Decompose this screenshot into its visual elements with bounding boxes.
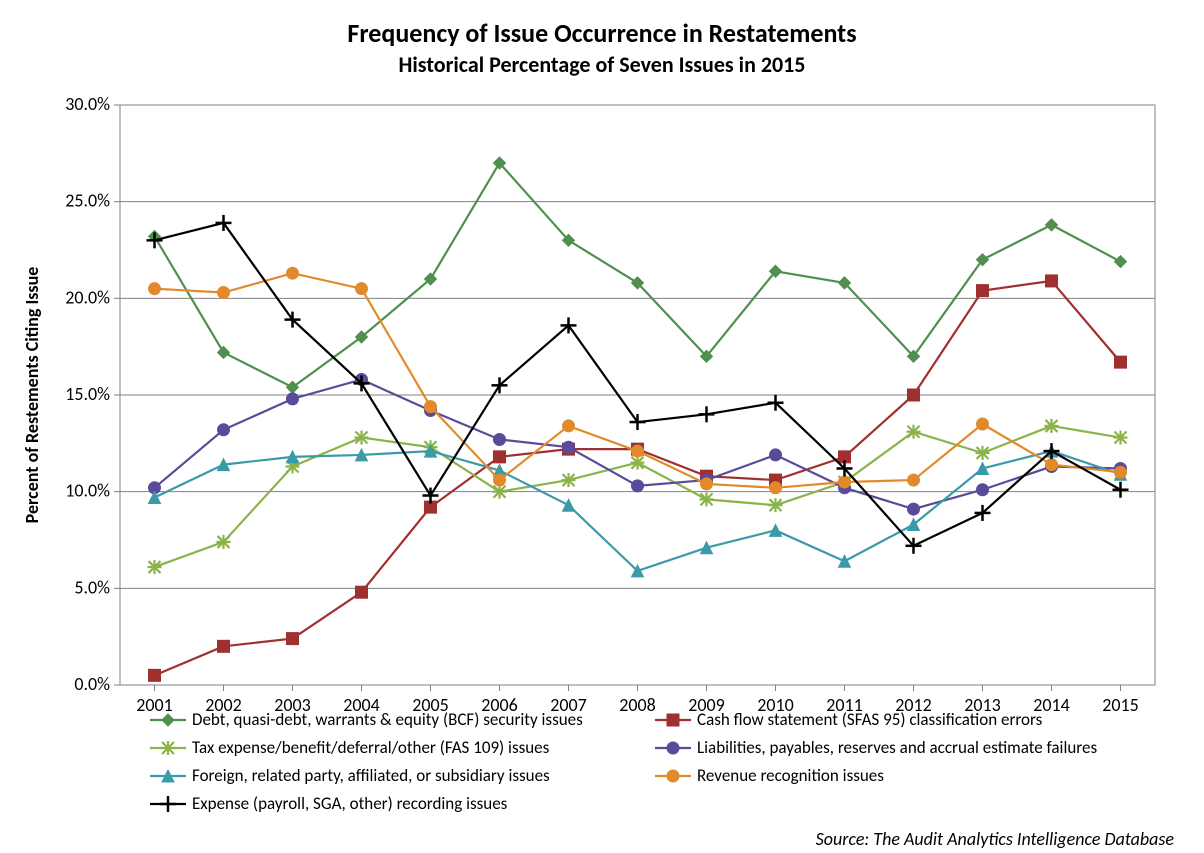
- svg-text:Expense (payroll, SGA, other): Expense (payroll, SGA, other) recording …: [192, 793, 508, 814]
- svg-text:Frequency of Issue Occurrence: Frequency of Issue Occurrence in Restate…: [347, 17, 856, 49]
- svg-text:Source: The Audit Analytics In: Source: The Audit Analytics Intelligence…: [816, 828, 1175, 850]
- legend-item-liabilities: Liabilities, payables, reserves and accr…: [655, 737, 1097, 758]
- legend-item-debt: Debt, quasi-debt, warrants & equity (BCF…: [150, 709, 583, 730]
- svg-text:0.0%: 0.0%: [74, 673, 110, 695]
- svg-text:2008: 2008: [619, 694, 656, 716]
- svg-text:20.0%: 20.0%: [65, 286, 110, 308]
- chart-container: Frequency of Issue Occurrence in Restate…: [0, 0, 1204, 853]
- svg-text:25.0%: 25.0%: [65, 190, 110, 212]
- svg-text:2015: 2015: [1102, 694, 1139, 716]
- svg-text:Foreign, related party, affili: Foreign, related party, affiliated, or s…: [192, 765, 550, 786]
- svg-text:10.0%: 10.0%: [65, 480, 110, 502]
- svg-text:15.0%: 15.0%: [65, 383, 110, 405]
- svg-text:Historical Percentage of Seven: Historical Percentage of Seven Issues in…: [399, 51, 806, 78]
- legend-item-expense: Expense (payroll, SGA, other) recording …: [150, 793, 508, 814]
- svg-text:2001: 2001: [136, 694, 173, 716]
- svg-text:Percent of Restements Citing I: Percent of Restements Citing Issue: [21, 267, 43, 524]
- svg-text:Debt, quasi-debt, warrants & e: Debt, quasi-debt, warrants & equity (BCF…: [192, 709, 583, 730]
- legend-item-revenue: Revenue recognition issues: [655, 765, 884, 786]
- svg-text:Revenue recognition issues: Revenue recognition issues: [697, 765, 884, 786]
- legend-item-tax: Tax expense/benefit/deferral/other (FAS …: [150, 737, 550, 758]
- svg-text:Tax expense/benefit/deferral/o: Tax expense/benefit/deferral/other (FAS …: [192, 737, 550, 758]
- svg-text:5.0%: 5.0%: [74, 576, 110, 598]
- chart-svg: Frequency of Issue Occurrence in Restate…: [0, 0, 1204, 853]
- legend-item-foreign: Foreign, related party, affiliated, or s…: [150, 765, 550, 786]
- series-tax: [148, 419, 1128, 574]
- svg-text:Liabilities, payables, reserve: Liabilities, payables, reserves and accr…: [697, 737, 1097, 758]
- legend-item-cashflow: Cash flow statement (SFAS 95) classifica…: [655, 709, 1043, 730]
- series-cashflow: [149, 275, 1127, 681]
- svg-text:30.0%: 30.0%: [65, 93, 110, 115]
- svg-text:Cash flow statement (SFAS 95): Cash flow statement (SFAS 95) classifica…: [697, 709, 1043, 730]
